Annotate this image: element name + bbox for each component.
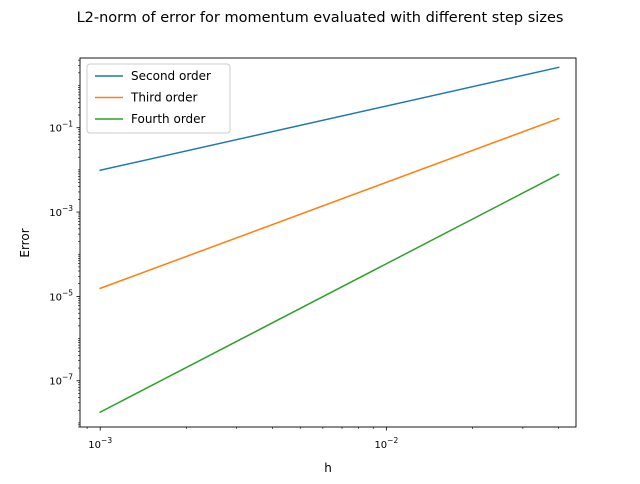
y-axis-label: Error	[18, 228, 32, 257]
y-tick-label: 10−7	[49, 373, 73, 388]
plot-frame	[79, 57, 577, 428]
legend-label-1: Second order	[131, 69, 211, 83]
legend-label-2: Third order	[130, 91, 197, 105]
legend-label-3: Fourth order	[131, 112, 206, 126]
x-axis-label: h	[324, 461, 332, 475]
series-lines	[99, 66, 560, 414]
y-tick-label: 10−5	[49, 288, 73, 303]
major-ticks: 10−3 10−2 10−7 10−5 10−3 10−1	[49, 120, 398, 451]
x-tick-label: 10−3	[88, 436, 112, 451]
series-line-1	[99, 66, 560, 172]
chart-title: L2-norm of error for momentum evaluated …	[77, 10, 564, 26]
x-tick-label: 10−2	[374, 436, 398, 451]
series-line-2	[99, 117, 560, 290]
legend: Second order Third order Fourth order	[86, 63, 231, 134]
y-tick-label: 10−3	[49, 204, 73, 219]
legend-frame	[86, 63, 231, 134]
y-tick-label: 10−1	[49, 120, 73, 135]
series-line-3	[99, 173, 560, 414]
